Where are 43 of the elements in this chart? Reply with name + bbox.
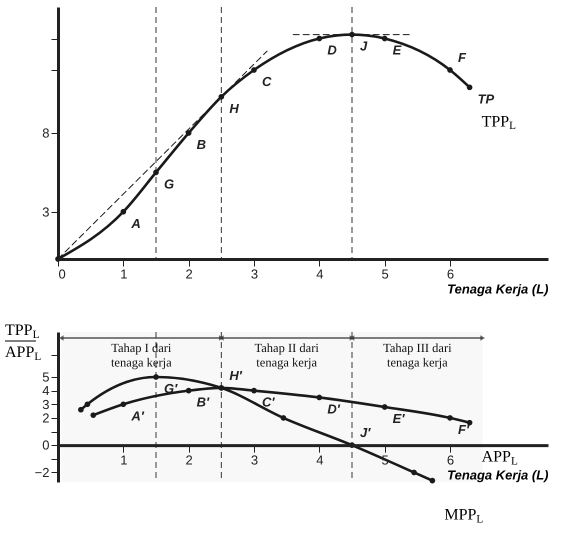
annotation: J xyxy=(360,38,368,54)
y-tick-label: 4 xyxy=(42,383,50,398)
x-tick-label: 6 xyxy=(446,452,454,468)
x-tick-label: 0 xyxy=(58,266,66,282)
band-label: Tahap III dari tenaga kerja xyxy=(383,341,452,370)
annotation: A′ xyxy=(130,408,145,424)
y-tick-label: 3 xyxy=(42,396,50,412)
annotation: E xyxy=(392,42,402,58)
x-tick-label: 2 xyxy=(186,452,193,468)
annotation: H xyxy=(229,100,240,116)
annotation: F xyxy=(458,50,467,65)
annotation: H′ xyxy=(229,368,243,383)
x-tick-label: 6 xyxy=(446,266,454,282)
x-tick-label: 3 xyxy=(250,452,258,468)
annotation: A xyxy=(130,216,141,231)
annotation: E′ xyxy=(392,411,406,426)
y-tick-label: 5 xyxy=(42,370,50,384)
annotation: D xyxy=(327,42,338,58)
band-label: Tahap I dari tenaga kerja xyxy=(110,341,172,370)
y-tick-label: 3 xyxy=(42,204,50,220)
x-tick-label: 4 xyxy=(316,452,324,468)
annotation: TP xyxy=(478,91,495,106)
x-axis-title: Tenaga Kerja (L) xyxy=(447,282,548,296)
x-tick-label: 3 xyxy=(250,266,258,282)
y-tick-label: 2 xyxy=(42,410,50,426)
annotation: B xyxy=(196,137,206,152)
x-tick-label: 2 xyxy=(186,266,193,282)
x-tick-label: 1 xyxy=(120,266,128,282)
x-axis-title: Tenaga Kerja (L) xyxy=(447,468,548,483)
x-tick-label: 5 xyxy=(382,266,389,282)
band-label: Tahap II dari tenaga kerja xyxy=(254,341,320,370)
annotation: F′ xyxy=(458,422,470,437)
x-tick-label: 4 xyxy=(316,266,324,282)
y-tick-label: −2 xyxy=(34,464,50,480)
annotation: B′ xyxy=(196,394,210,410)
x-tick-label: 1 xyxy=(120,452,128,468)
y-tick-label: 8 xyxy=(42,126,50,140)
annotation: C xyxy=(262,74,272,89)
y-tick-label: 0 xyxy=(42,438,50,453)
annotation: J′ xyxy=(360,425,372,440)
annotation: D′ xyxy=(327,401,341,416)
annotation: G xyxy=(164,176,174,192)
annotation: C′ xyxy=(262,394,276,410)
